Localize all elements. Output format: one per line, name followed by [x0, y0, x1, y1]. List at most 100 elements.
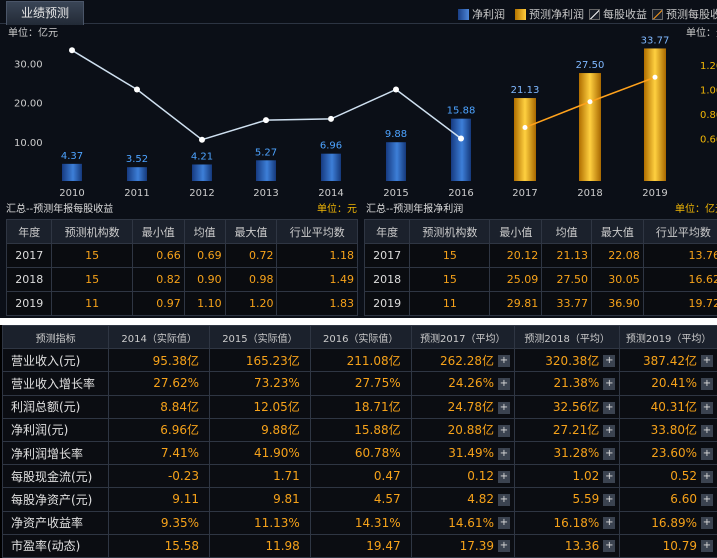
forecast-cell: 1.02+	[514, 465, 619, 488]
expand-plus-icon[interactable]: +	[701, 494, 713, 506]
column-header: 行业平均数	[643, 220, 717, 244]
table-cell: 41.90%	[210, 441, 311, 464]
forecast-value: 10.79	[663, 539, 697, 553]
table-cell: 15.88亿	[310, 418, 411, 441]
forecast-value: 23.60%	[651, 446, 697, 460]
bar-value-label: 4.21	[191, 151, 213, 162]
table-cell: 33.77	[542, 292, 592, 316]
table-cell: 15	[52, 244, 132, 268]
eps-unit: 单位：元	[317, 200, 357, 215]
column-header: 最小值	[490, 220, 542, 244]
expand-plus-icon[interactable]: +	[603, 448, 615, 460]
expand-plus-icon[interactable]: +	[701, 448, 713, 460]
table-cell: 13.76	[643, 244, 717, 268]
expand-plus-icon[interactable]: +	[603, 355, 615, 367]
table-cell: 22.08	[592, 244, 644, 268]
expand-plus-icon[interactable]: +	[701, 471, 713, 483]
forecast-value: 31.28%	[554, 446, 600, 460]
expand-plus-icon[interactable]: +	[498, 378, 510, 390]
line-white-icon	[589, 9, 600, 20]
left-unit-label: 单位：亿元	[8, 26, 58, 39]
expand-plus-icon[interactable]: +	[701, 402, 713, 414]
expand-plus-icon[interactable]: +	[498, 494, 510, 506]
table-cell: 15.58	[109, 534, 210, 557]
table-cell: 0.98	[225, 268, 277, 292]
profit-bar	[321, 154, 341, 181]
column-header: 均值	[184, 220, 225, 244]
column-header: 年度	[7, 220, 52, 244]
legend-net-profit[interactable]: 净利润	[458, 6, 505, 22]
legend-forecast-eps[interactable]: 预测每股收	[652, 6, 717, 22]
expand-plus-icon[interactable]: +	[498, 540, 510, 552]
eps-point	[328, 116, 334, 122]
expand-plus-icon[interactable]: +	[603, 517, 615, 529]
forecast-value: 24.78亿	[448, 400, 494, 414]
y-tick-right: 0.80	[700, 110, 717, 121]
forecast-cell: 6.60 +	[620, 488, 717, 511]
forecast-value: 21.38%	[554, 376, 600, 390]
column-header: 预测2018（平均）	[514, 326, 619, 349]
column-header: 均值	[542, 220, 592, 244]
expand-plus-icon[interactable]: +	[701, 355, 713, 367]
expand-plus-icon[interactable]: +	[701, 425, 713, 437]
table-cell: 27.75%	[310, 372, 411, 395]
table-cell: 27.50	[542, 268, 592, 292]
forecast-eps-point	[653, 75, 658, 80]
expand-plus-icon[interactable]: +	[603, 402, 615, 414]
expand-plus-icon[interactable]: +	[498, 471, 510, 483]
expand-plus-icon[interactable]: +	[498, 355, 510, 367]
forecast-eps-point	[588, 99, 593, 104]
forecast-cell: 33.80亿+	[620, 418, 717, 441]
column-header: 最小值	[132, 220, 184, 244]
expand-plus-icon[interactable]: +	[603, 471, 615, 483]
x-tick-label: 2017	[512, 188, 537, 199]
forecast-cell: 20.41%+	[620, 372, 717, 395]
expand-plus-icon[interactable]: +	[603, 494, 615, 506]
expand-plus-icon[interactable]: +	[498, 517, 510, 529]
tab-earnings-forecast[interactable]: 业绩预测	[6, 1, 84, 25]
expand-plus-icon[interactable]: +	[701, 540, 713, 552]
table-cell: 0.72	[225, 244, 277, 268]
table-cell: 9.81	[210, 488, 311, 511]
expand-plus-icon[interactable]: +	[498, 425, 510, 437]
forecast-value: 6.60	[670, 492, 697, 506]
bar-gold-icon	[515, 9, 526, 20]
table-cell: 36.90	[592, 292, 644, 316]
column-header: 预测2019（平均）	[620, 326, 717, 349]
bar-value-label: 5.27	[255, 147, 277, 158]
table-cell: 25.09	[490, 268, 542, 292]
expand-plus-icon[interactable]: +	[603, 540, 615, 552]
expand-plus-icon[interactable]: +	[498, 402, 510, 414]
legend-forecast-profit[interactable]: 预测净利润	[515, 6, 584, 22]
forecast-cell: 31.28%+	[514, 441, 619, 464]
forecast-value: 5.59	[573, 492, 600, 506]
forecast-eps-point	[523, 125, 528, 130]
expand-plus-icon[interactable]: +	[603, 378, 615, 390]
forecast-value: 4.82	[467, 492, 494, 506]
profit-bar	[256, 160, 276, 181]
forecast-value: 14.61%	[448, 516, 494, 530]
table-cell: 20.12	[490, 244, 542, 268]
legend-eps[interactable]: 每股收益	[589, 6, 647, 22]
expand-plus-icon[interactable]: +	[603, 425, 615, 437]
table-cell: 8.84亿	[109, 395, 210, 418]
profit-bar	[127, 167, 147, 181]
expand-plus-icon[interactable]: +	[701, 517, 713, 529]
forecast-cell: 16.18%+	[514, 511, 619, 534]
table-cell: 2018	[365, 268, 410, 292]
table-cell: 1.49	[277, 268, 358, 292]
expand-plus-icon[interactable]: +	[498, 448, 510, 460]
expand-plus-icon[interactable]: +	[701, 378, 713, 390]
column-header: 行业平均数	[277, 220, 358, 244]
table-cell: 2019	[7, 292, 52, 316]
eps-point	[199, 137, 205, 143]
